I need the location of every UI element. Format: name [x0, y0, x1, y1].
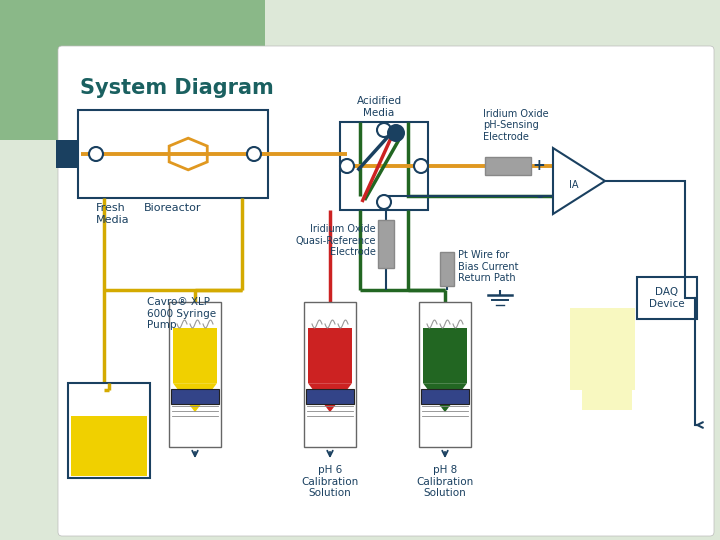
- Bar: [440, 252, 454, 286]
- Circle shape: [247, 147, 261, 161]
- Bar: [340, 122, 428, 210]
- Text: +: +: [533, 159, 545, 173]
- Circle shape: [387, 124, 405, 142]
- Polygon shape: [0, 0, 265, 140]
- Text: IA: IA: [569, 180, 578, 190]
- Text: pH 6
Calibration
Solution: pH 6 Calibration Solution: [302, 465, 359, 498]
- Bar: [304, 302, 356, 447]
- Circle shape: [340, 159, 354, 173]
- Bar: [378, 220, 394, 268]
- Text: Iridium Oxide
pH-Sensing
Electrode: Iridium Oxide pH-Sensing Electrode: [483, 109, 549, 142]
- FancyBboxPatch shape: [58, 46, 714, 536]
- Circle shape: [89, 147, 103, 161]
- Text: Fresh
Media: Fresh Media: [96, 203, 130, 225]
- Text: -: -: [536, 188, 542, 204]
- Bar: [171, 389, 219, 403]
- Polygon shape: [423, 383, 467, 412]
- Text: Bioreactor: Bioreactor: [144, 203, 202, 213]
- Text: Pt Wire for
Bias Current
Return Path: Pt Wire for Bias Current Return Path: [458, 250, 518, 283]
- Bar: [78, 110, 268, 198]
- Bar: [68, 383, 150, 478]
- Circle shape: [377, 123, 391, 137]
- Text: pH 8
Calibration
Solution: pH 8 Calibration Solution: [416, 465, 474, 498]
- Bar: [173, 328, 217, 383]
- Circle shape: [377, 195, 391, 209]
- Circle shape: [414, 159, 428, 173]
- Bar: [169, 302, 221, 447]
- Bar: [56, 140, 78, 168]
- Polygon shape: [173, 383, 217, 412]
- Bar: [423, 328, 467, 383]
- Bar: [485, 157, 531, 175]
- Text: DAQ
Device: DAQ Device: [649, 287, 685, 309]
- Polygon shape: [308, 383, 352, 412]
- Text: Acidified
Media: Acidified Media: [356, 97, 402, 118]
- Bar: [421, 389, 469, 403]
- Bar: [637, 277, 697, 319]
- Text: System Diagram: System Diagram: [80, 78, 274, 98]
- Polygon shape: [553, 148, 605, 214]
- Bar: [419, 302, 471, 447]
- Bar: [570, 308, 635, 390]
- Bar: [582, 380, 632, 410]
- Bar: [308, 328, 352, 383]
- Text: Iridium Oxide
Quasi-Reference
Electrode: Iridium Oxide Quasi-Reference Electrode: [295, 224, 376, 257]
- Bar: [306, 389, 354, 403]
- Text: Cavro® XLP
6000 Syringe
Pump: Cavro® XLP 6000 Syringe Pump: [147, 297, 216, 330]
- Bar: [71, 416, 147, 476]
